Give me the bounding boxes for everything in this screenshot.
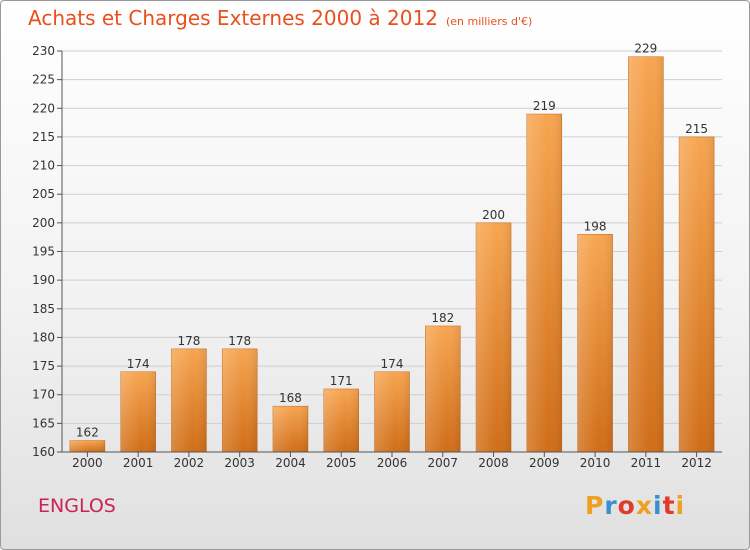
y-tick-label: 200 — [32, 216, 55, 230]
y-tick-label: 160 — [32, 445, 55, 459]
logo-letter: i — [653, 491, 663, 520]
data-label: 182 — [431, 311, 454, 325]
x-tick-label: 2009 — [529, 456, 560, 470]
data-label: 171 — [330, 374, 353, 388]
bar-shade — [222, 348, 258, 452]
bar-shade — [425, 325, 461, 452]
y-tick-label: 195 — [32, 245, 55, 259]
data-label: 200 — [482, 208, 505, 222]
y-tick-label: 220 — [32, 101, 55, 115]
x-tick-label: 2002 — [174, 456, 205, 470]
proxiti-logo: Proxiti — [585, 491, 685, 520]
bar-shade — [679, 136, 715, 452]
y-tick-label: 180 — [32, 330, 55, 344]
logo-letter: t — [662, 491, 676, 520]
bar-shade — [526, 114, 562, 452]
bar-shade — [272, 406, 308, 452]
logo-letter: P — [585, 491, 605, 520]
x-tick-label: 2010 — [580, 456, 611, 470]
y-tick-label: 185 — [32, 302, 55, 316]
x-axis: 2000 2001 2002 2003 2004 2005 2006 2007 2008 2009… — [62, 451, 722, 470]
y-tick-label: 210 — [32, 159, 55, 173]
bar-shade — [69, 440, 105, 452]
y-tick-label: 225 — [32, 73, 55, 87]
bar-shade — [577, 234, 613, 452]
town-name: ENGLOS — [38, 495, 116, 517]
y-tick-label: 170 — [32, 388, 55, 402]
y-axis: 160 165 170 175 180 185 190 195 200 205 210 215 220 2… — [32, 44, 63, 459]
chart-subtitle: (en milliers d'€) — [445, 15, 533, 28]
chart-title: Achats et Charges Externes 2000 à 2012 (e… — [28, 6, 532, 30]
data-label: 229 — [634, 42, 657, 56]
x-tick-label: 2005 — [326, 456, 357, 470]
logo-letter: o — [617, 491, 636, 520]
logo-letter: x — [635, 491, 653, 520]
y-tick-label: 205 — [32, 187, 55, 201]
x-tick-label: 2012 — [681, 456, 712, 470]
chart-title-text: Achats et Charges Externes 2000 à 2012 — [28, 6, 438, 30]
data-label: 174 — [127, 357, 150, 371]
x-tick-label: 2000 — [72, 456, 103, 470]
data-label: 168 — [279, 391, 302, 405]
bar-shade — [476, 222, 512, 452]
data-label: 178 — [177, 334, 200, 348]
bar-shade — [374, 371, 410, 452]
x-tick-label: 2003 — [224, 456, 255, 470]
x-tick-label: 2006 — [377, 456, 408, 470]
data-label: 174 — [381, 357, 404, 371]
y-tick-label: 190 — [32, 273, 55, 287]
data-label: 215 — [685, 122, 708, 136]
x-tick-label: 2001 — [123, 456, 154, 470]
x-tick-label: 2004 — [275, 456, 306, 470]
x-tick-label: 2007 — [427, 456, 458, 470]
data-label: 198 — [584, 219, 607, 233]
bar-shade — [120, 371, 156, 452]
y-tick-label: 165 — [32, 416, 55, 430]
logo-letter: i — [675, 491, 686, 520]
logo-letter: r — [604, 491, 618, 520]
x-tick-label: 2008 — [478, 456, 509, 470]
bar-shade — [628, 56, 664, 452]
y-tick-label: 215 — [32, 130, 55, 144]
data-label: 178 — [228, 334, 251, 348]
data-labels: 162 174 178 178 168 171 174 182 200 219 198 229 215 — [76, 42, 708, 440]
x-tick-label: 2011 — [631, 456, 662, 470]
y-tick-label: 175 — [32, 359, 55, 373]
bar-shade — [323, 388, 359, 452]
data-label: 219 — [533, 99, 556, 113]
bars — [69, 56, 715, 453]
data-label: 162 — [76, 426, 99, 440]
y-tick-label: 230 — [32, 44, 55, 58]
bar-shade — [171, 348, 207, 452]
